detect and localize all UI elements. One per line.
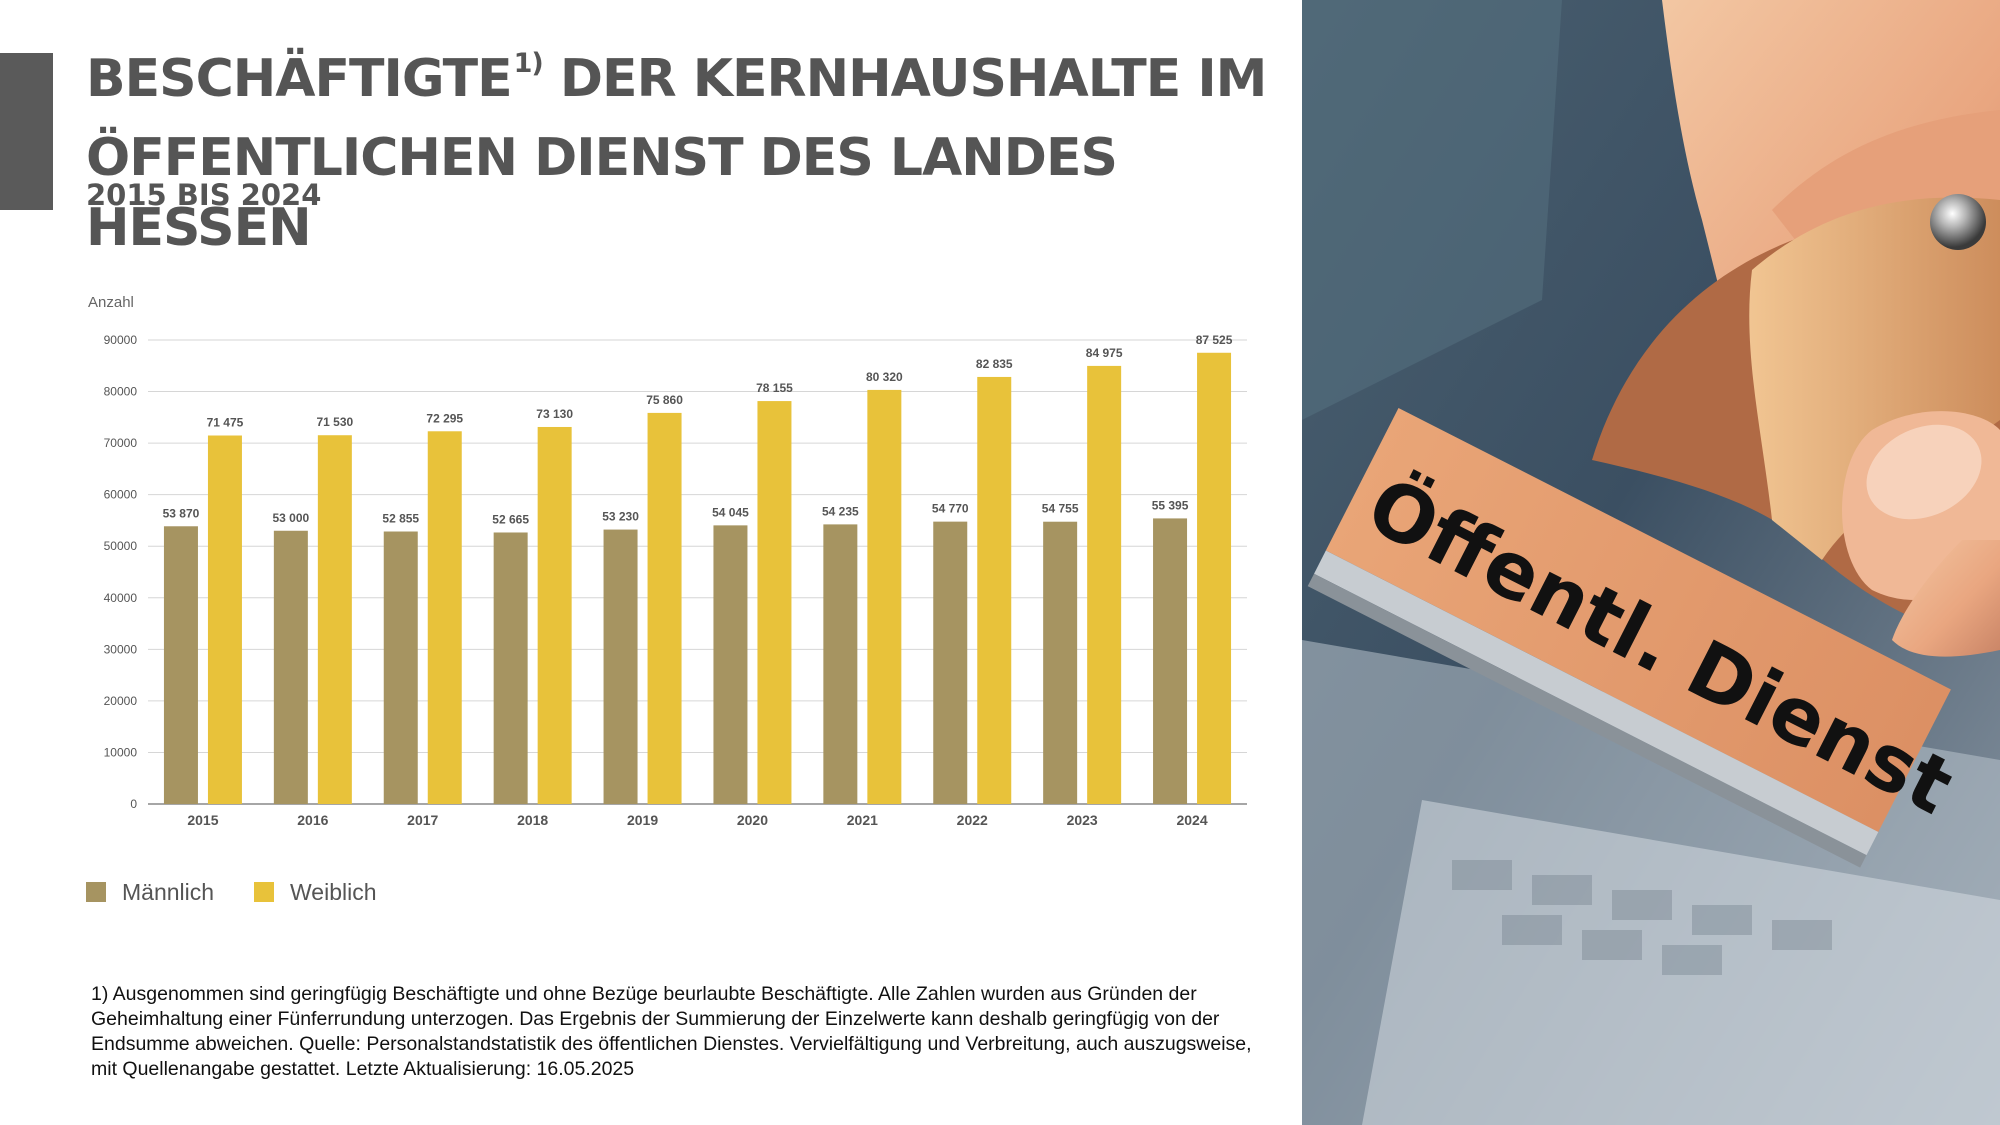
x-tick-label: 2022 [957,812,988,828]
page-subtitle: 2015 BIS 2024 [86,178,322,212]
data-label: 73 130 [536,407,573,421]
bar-maennlich-2017 [383,531,418,804]
x-tick-label: 2024 [1176,812,1207,828]
title-line-1: BESCHÄFTIGTE [86,49,513,109]
bar-weiblich-2015 [207,435,242,804]
data-label: 55 395 [1152,498,1189,512]
legend-label-maennlich: Männlich [122,878,215,905]
y-tick-label: 90000 [104,333,138,347]
bar-weiblich-2023 [1087,365,1122,804]
data-label: 53 230 [602,510,639,524]
bar-weiblich-2022 [977,376,1012,804]
data-label: 53 000 [272,511,309,525]
data-label: 54 755 [1042,502,1079,516]
x-tick-label: 2017 [407,812,438,828]
y-tick-label: 20000 [104,694,138,708]
y-tick-label: 40000 [104,591,138,605]
bar-maennlich-2022 [933,521,968,804]
bar-weiblich-2021 [867,389,902,804]
legend-swatch-maennlich [86,882,106,902]
stamp-photo-image: Öffentl. Dienst [1302,0,2000,1125]
bar-weiblich-2017 [427,431,462,804]
data-label: 52 665 [492,512,529,526]
bar-maennlich-2024 [1153,518,1188,804]
data-label: 71 530 [316,415,353,429]
x-tick-label: 2023 [1067,812,1098,828]
y-tick-label: 60000 [104,488,138,502]
data-label: 75 860 [646,393,683,407]
legend-item-maennlich: Männlich [86,876,214,908]
page-title: BESCHÄFTIGTE1) DER KERNHAUSHALTE IM ÖFFEN… [86,44,1316,263]
data-label: 71 475 [207,416,244,430]
legend-label-weiblich: Weiblich [290,878,377,905]
y-tick-label: 70000 [104,436,138,450]
y-tick-label: 50000 [104,539,138,553]
data-label: 82 835 [976,357,1013,371]
x-tick-label: 2020 [737,812,768,828]
stamp-photo: Öffentl. Dienst [1302,0,2000,1125]
data-label: 54 235 [822,504,859,518]
data-label: 87 525 [1196,333,1233,347]
y-tick-label: 10000 [104,745,138,759]
data-label: 84 975 [1086,346,1123,360]
x-tick-label: 2018 [517,812,548,828]
bar-maennlich-2019 [603,529,638,804]
data-label: 78 155 [756,381,793,395]
bar-maennlich-2018 [493,532,528,804]
data-label: 54 770 [932,502,969,516]
bar-maennlich-2016 [273,530,308,804]
legend-swatch-weiblich [254,882,274,902]
x-tick-label: 2016 [297,812,328,828]
y-tick-label: 30000 [104,642,138,656]
legend-item-weiblich: Weiblich [254,876,377,908]
bar-maennlich-2021 [823,524,858,804]
bar-weiblich-2020 [757,401,792,804]
y-tick-label: 80000 [104,385,138,399]
bar-weiblich-2024 [1197,352,1232,804]
title-accent-bar [0,53,53,210]
bar-weiblich-2019 [647,412,682,804]
bar-weiblich-2016 [317,435,352,804]
x-tick-label: 2015 [187,812,218,828]
title-line-2: ÖFFENTLICHEN DIENST DES LANDES HESSEN [86,128,1118,258]
data-label: 53 870 [163,506,200,520]
bar-maennlich-2020 [713,525,748,804]
bar-weiblich-2018 [537,426,572,804]
y-axis-label: Anzahl [88,294,134,311]
bar-chart: Anzahl 0 10000 20000 30000 40000 50000 60000 700… [88,294,1247,828]
title-footnote-marker: 1) [513,48,544,79]
title-line-1-rest: DER KERNHAUSHALTE IM [542,49,1268,109]
x-tick-label: 2021 [847,812,878,828]
bar-maennlich-2015 [163,526,198,804]
x-tick-label: 2019 [627,812,658,828]
data-label: 72 295 [426,411,463,425]
data-label: 80 320 [866,370,903,384]
footnote: 1) Ausgenommen sind geringfügig Beschäft… [91,983,1252,1080]
data-label: 54 045 [712,505,749,519]
data-label: 52 855 [382,512,419,526]
bar-maennlich-2023 [1043,521,1078,804]
stamp-knob-icon [1930,194,1986,250]
y-tick-label: 0 [130,797,137,811]
